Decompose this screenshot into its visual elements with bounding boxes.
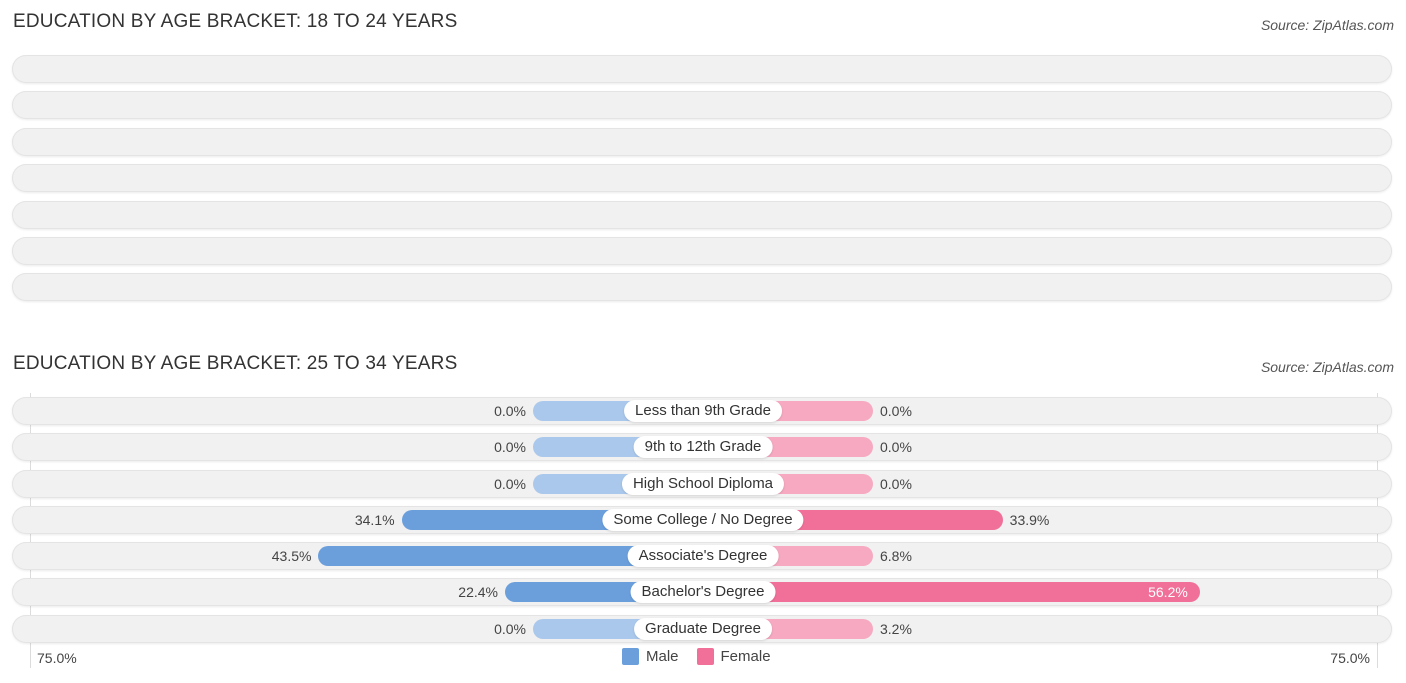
bar-female bbox=[703, 582, 1200, 603]
chart2-source: Source: ZipAtlas.com bbox=[1260, 359, 1394, 375]
category-label: Graduate Degree bbox=[634, 617, 772, 640]
row-background bbox=[12, 91, 1392, 120]
axis-right-label: 75.0% bbox=[1330, 650, 1370, 666]
legend-label-male: Male bbox=[646, 648, 679, 665]
row-background bbox=[12, 200, 1392, 229]
value-label-male: 0.0% bbox=[494, 403, 526, 419]
value-label-male: 22.4% bbox=[458, 584, 498, 601]
row-background bbox=[12, 237, 1392, 265]
category-label: Associate's Degree bbox=[627, 545, 779, 567]
chart2-title: EDUCATION BY AGE BRACKET: 25 TO 34 YEARS bbox=[13, 353, 458, 374]
value-label-female: 0.0% bbox=[880, 403, 912, 419]
category-label: 9th to 12th Grade bbox=[633, 436, 773, 459]
value-label-male: 0.0% bbox=[494, 620, 526, 637]
value-label-female: 6.8% bbox=[880, 548, 912, 564]
value-label-female: 33.9% bbox=[1009, 511, 1050, 528]
value-label-male: 0.0% bbox=[494, 475, 526, 492]
row-background bbox=[12, 55, 1392, 83]
value-label-male: 43.5% bbox=[271, 548, 312, 564]
chart1-source: Source: ZipAtlas.com bbox=[1260, 17, 1394, 33]
value-label-female: 3.2% bbox=[880, 620, 912, 637]
value-label-male: 34.1% bbox=[354, 511, 395, 528]
value-label-female: 56.2% bbox=[1148, 584, 1188, 601]
row-background bbox=[12, 273, 1392, 302]
legend-label-female: Female bbox=[720, 648, 771, 665]
value-label-female: 0.0% bbox=[880, 439, 912, 456]
value-label-female: 0.0% bbox=[880, 475, 912, 492]
axis-left-label: 75.0% bbox=[37, 650, 77, 666]
legend-swatch-male bbox=[622, 648, 639, 665]
category-label: Some College / No Degree bbox=[602, 508, 804, 531]
category-label: Bachelor's Degree bbox=[630, 581, 776, 604]
bar-male bbox=[318, 546, 703, 566]
category-label: High School Diploma bbox=[621, 472, 785, 495]
chart1-title: EDUCATION BY AGE BRACKET: 18 TO 24 YEARS bbox=[13, 11, 458, 32]
legend-item-female: Female bbox=[696, 648, 771, 665]
row-background bbox=[12, 164, 1392, 193]
legend-item-male: Male bbox=[622, 648, 679, 665]
row-background bbox=[12, 127, 1392, 156]
legend-swatch-female bbox=[696, 648, 714, 665]
value-label-male: 0.0% bbox=[494, 439, 526, 456]
legend: Male Female bbox=[622, 648, 789, 665]
category-label: Less than 9th Grade bbox=[624, 400, 782, 422]
